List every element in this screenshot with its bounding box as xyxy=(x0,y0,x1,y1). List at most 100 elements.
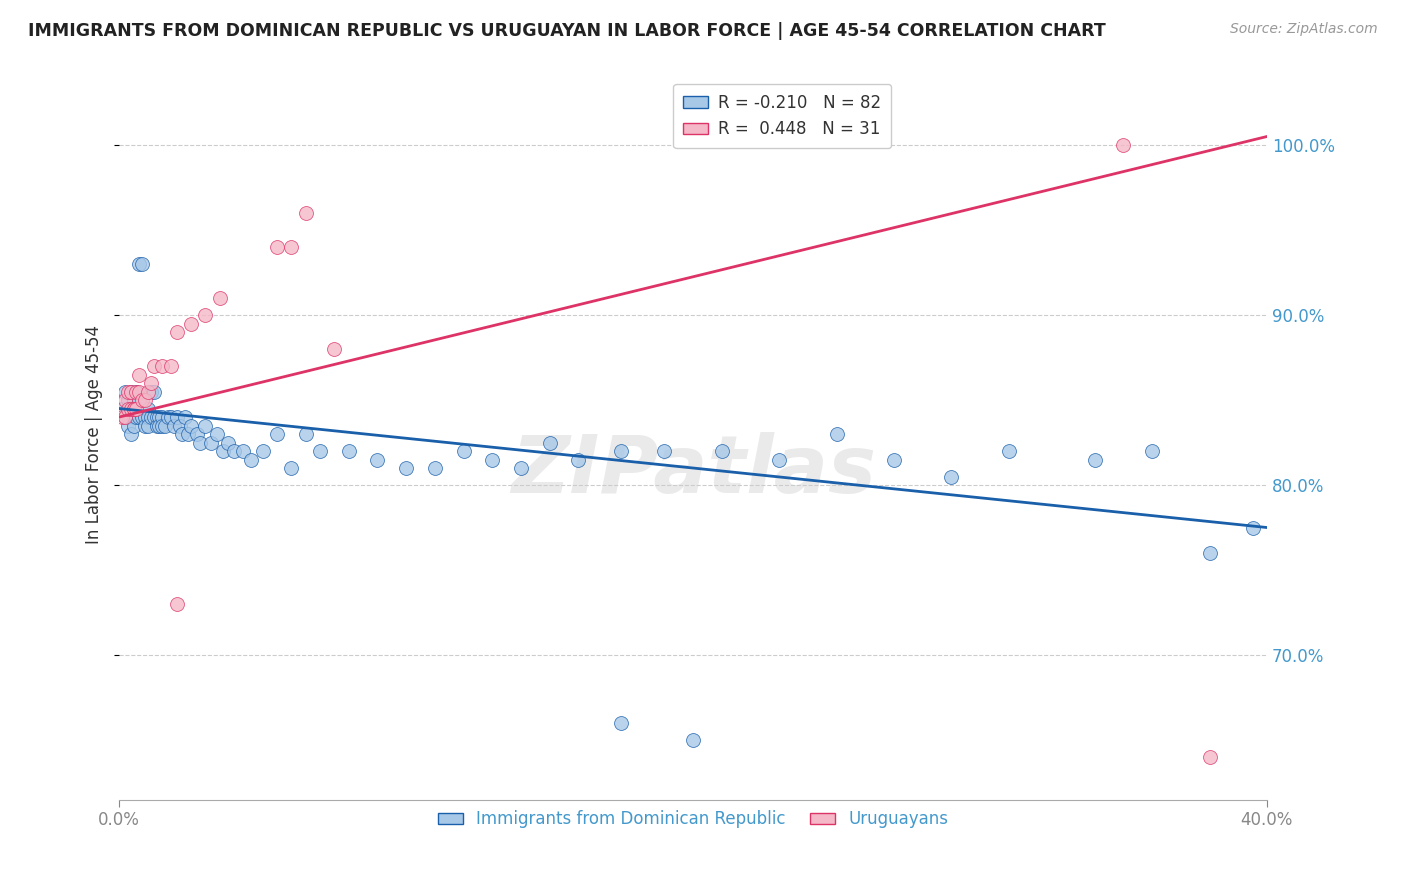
Point xyxy=(153,418,176,433)
Point xyxy=(134,410,156,425)
Point xyxy=(157,410,180,425)
Point xyxy=(453,444,475,458)
Point xyxy=(172,427,194,442)
Point xyxy=(111,401,134,416)
Point xyxy=(145,418,167,433)
Point xyxy=(232,444,254,458)
Legend: Immigrants from Dominican Republic, Uruguayans: Immigrants from Dominican Republic, Urug… xyxy=(430,804,955,835)
Point xyxy=(222,444,245,458)
Point xyxy=(134,392,156,407)
Point xyxy=(136,401,159,416)
Point xyxy=(309,444,332,458)
Point xyxy=(610,716,633,731)
Point xyxy=(395,461,418,475)
Point xyxy=(120,401,142,416)
Point xyxy=(122,392,145,407)
Point xyxy=(114,392,136,407)
Point xyxy=(510,461,533,475)
Point xyxy=(114,410,136,425)
Point xyxy=(266,240,288,254)
Point xyxy=(114,410,136,425)
Point xyxy=(122,401,145,416)
Point xyxy=(610,444,633,458)
Point xyxy=(1112,138,1135,153)
Point xyxy=(117,410,139,425)
Point xyxy=(163,418,186,433)
Point xyxy=(122,418,145,433)
Point xyxy=(266,427,288,442)
Point xyxy=(128,257,150,271)
Point xyxy=(538,435,561,450)
Point xyxy=(142,410,165,425)
Point xyxy=(122,410,145,425)
Point xyxy=(323,342,346,356)
Point xyxy=(883,452,905,467)
Point xyxy=(125,384,148,399)
Point xyxy=(166,597,188,611)
Point xyxy=(128,392,150,407)
Point xyxy=(150,359,173,373)
Point xyxy=(136,418,159,433)
Point xyxy=(423,461,446,475)
Point xyxy=(1140,444,1163,458)
Point xyxy=(654,444,676,458)
Point xyxy=(188,435,211,450)
Point xyxy=(120,401,142,416)
Text: IMMIGRANTS FROM DOMINICAN REPUBLIC VS URUGUAYAN IN LABOR FORCE | AGE 45-54 CORRE: IMMIGRANTS FROM DOMINICAN REPUBLIC VS UR… xyxy=(28,22,1107,40)
Point xyxy=(166,325,188,339)
Point xyxy=(125,384,148,399)
Point xyxy=(252,444,274,458)
Point xyxy=(122,401,145,416)
Point xyxy=(142,384,165,399)
Point xyxy=(120,384,142,399)
Point xyxy=(1084,452,1107,467)
Point xyxy=(710,444,733,458)
Point xyxy=(366,452,388,467)
Point xyxy=(294,206,316,220)
Point xyxy=(211,444,233,458)
Point xyxy=(166,410,188,425)
Point xyxy=(160,410,183,425)
Point xyxy=(111,410,134,425)
Point xyxy=(682,733,704,747)
Point xyxy=(150,418,173,433)
Point xyxy=(186,427,208,442)
Text: Source: ZipAtlas.com: Source: ZipAtlas.com xyxy=(1230,22,1378,37)
Point xyxy=(997,444,1019,458)
Point xyxy=(200,435,222,450)
Point xyxy=(148,418,170,433)
Point xyxy=(136,410,159,425)
Point xyxy=(941,469,963,483)
Point xyxy=(481,452,503,467)
Point xyxy=(128,410,150,425)
Point xyxy=(131,257,153,271)
Point xyxy=(117,392,139,407)
Point xyxy=(180,418,202,433)
Point xyxy=(125,410,148,425)
Point xyxy=(208,291,231,305)
Point xyxy=(128,368,150,382)
Point xyxy=(177,427,200,442)
Point xyxy=(139,376,162,390)
Point xyxy=(1198,546,1220,560)
Point xyxy=(169,418,191,433)
Point xyxy=(139,410,162,425)
Point xyxy=(217,435,239,450)
Point xyxy=(1241,520,1264,534)
Point xyxy=(280,240,302,254)
Point xyxy=(142,359,165,373)
Point xyxy=(131,392,153,407)
Point xyxy=(194,418,217,433)
Point xyxy=(567,452,589,467)
Point xyxy=(825,427,848,442)
Point xyxy=(294,427,316,442)
Point xyxy=(194,308,217,322)
Point xyxy=(120,384,142,399)
Point xyxy=(117,384,139,399)
Point xyxy=(117,401,139,416)
Text: ZIPatlas: ZIPatlas xyxy=(510,432,876,509)
Point xyxy=(337,444,360,458)
Point xyxy=(150,410,173,425)
Point xyxy=(160,359,183,373)
Point xyxy=(280,461,302,475)
